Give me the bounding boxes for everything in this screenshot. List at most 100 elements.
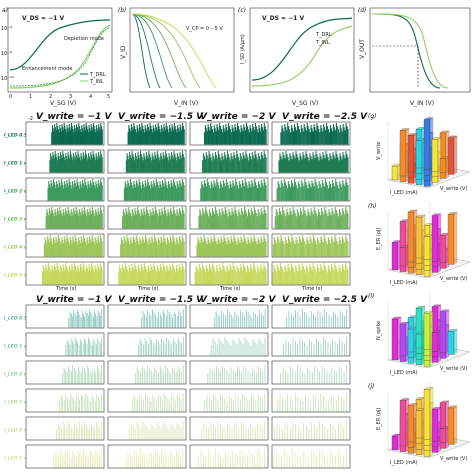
grid-top-spikes-4-0	[43, 235, 103, 257]
grid-bottom-spikes-0-3	[286, 309, 348, 328]
right-panel-3-bar-2-0	[407, 403, 418, 443]
panel-a-xlabel: V_SG (V)	[50, 100, 76, 107]
grid-top-xlabel-1: Time (s)	[137, 286, 158, 292]
right-panels: (g) V_write I_LED (mA) V_write (V) (h) E_ER (…	[368, 112, 471, 466]
right-panel-ylabel-0: V_write (V)	[440, 186, 467, 192]
grid-top-spikes-3-0	[45, 207, 103, 229]
panel-b-label: (b)	[118, 7, 127, 14]
right-panel-1-bar-2-0	[407, 209, 418, 263]
grid-top-spikes-0-2	[203, 123, 267, 145]
right-panel-zlabel-0: V_write	[376, 142, 382, 161]
grid-bottom-spikes-0-2	[213, 309, 266, 328]
grid-top-col-header-2: V_write = −2 V	[200, 112, 276, 122]
grid-bottom-row-label-5: I_LED 5 mA	[4, 456, 33, 462]
panel-c-frame	[249, 7, 355, 93]
grid-top-spikes-1-2	[202, 151, 267, 173]
panel-a-depletion: Depletion mode	[64, 36, 104, 42]
right-panel-1: (h) E_ER (pJ) I_LED (mA) V_write (V)	[368, 202, 471, 286]
grid-bottom-spikes-1-3	[283, 337, 348, 356]
grid-bottom-spikes-2-1	[135, 365, 184, 384]
grid-bottom-spikes-1-0	[65, 337, 102, 356]
panel-b-ylabel: V_ID	[120, 45, 127, 59]
right-panel-2-bar-0-0	[391, 316, 402, 361]
right-panel-ylabel-2: V_write (V)	[440, 366, 467, 372]
grid-top-row-label-1: I_LED 1 mA	[4, 161, 33, 167]
panel-a-ytick-0: 10⁻⁴	[1, 26, 12, 32]
right-panel-3: (j) E_ER (pJ) I_LED (mA) V_write (V)	[368, 382, 471, 466]
panel-c-legend-drl: T_DRL	[315, 32, 332, 38]
right-panel-3-bar-3-3	[439, 426, 450, 444]
right-panel-3-bar-0-0	[391, 433, 402, 451]
grid-bottom-cell-4-0	[25, 416, 105, 441]
grid-top-row-label-0: I_LED 0.5 mA	[4, 133, 37, 139]
grid-top-row-label-3: I_LED 3 mA	[4, 217, 33, 223]
grid-top-xlabel-0: Time (s)	[55, 286, 76, 292]
panel-a-xtick-4: 4	[89, 94, 92, 100]
panel-b: (b) V_CP = 0 – 5 V V_ID V_IN (V)	[118, 7, 235, 107]
grid-top-row-label-2: I_LED 2 mA	[4, 189, 33, 195]
panel-a-frame	[7, 7, 113, 93]
panel-a-xtick-1: 1	[29, 94, 32, 100]
right-panel-ylabel-1: V_write (V)	[440, 276, 467, 282]
grid-bottom-spikes-2-2	[207, 365, 266, 384]
panel-a: a) V_DS = −1 V Depletion mode Enhancemen…	[1, 7, 113, 107]
right-panel-0-bar-0-0	[391, 163, 402, 181]
grid-top-spikes-1-1	[125, 151, 185, 173]
grid-top-row-label-4: I_LED 4 mA	[4, 245, 33, 251]
grid-top-spikes-2-2	[200, 179, 267, 201]
grid-top-spikes-1-3	[278, 151, 349, 173]
panel-a-legend-inl: T_INL	[89, 79, 104, 85]
panel-a-label: a)	[2, 7, 8, 14]
panel-d-xlabel: V_IN (V)	[410, 100, 434, 107]
grid-bottom-cell-0-0	[25, 304, 105, 329]
grid-top-xlabel-2: Time (s)	[219, 286, 240, 292]
right-panel-zlabel-2: N_spike	[376, 321, 382, 340]
grid-bottom-row-label-1: I_LED 1 mA	[4, 344, 33, 350]
right-panel-1-bar-1-0	[399, 245, 410, 267]
grid-top-spikes-5-0	[41, 263, 103, 285]
grid-bottom-spikes-1-1	[138, 337, 184, 356]
grid-bottom-spikes-1-2	[210, 337, 266, 356]
grid-bottom-cell-2-3	[271, 360, 351, 385]
right-panel-ylabel-3: V_write (V)	[440, 456, 467, 462]
grid-top-spikes-3-3	[274, 207, 349, 229]
grid-top-spikes-5-2	[194, 263, 267, 285]
panel-d-label: (d)	[358, 7, 367, 14]
panel-a-xtick-2: 2	[49, 94, 52, 100]
grid-top-spikes-3-1	[121, 207, 185, 229]
panel-d: (d) V_OUT V_IN (V)	[358, 7, 471, 107]
right-panel-0-bar-3-3	[439, 156, 450, 174]
right-panel-0-bar-3-4	[447, 135, 458, 175]
grid-top-col-header-3: V_write = −2.5 V	[282, 112, 368, 122]
grid-bottom-spikes-4-3	[273, 421, 347, 440]
right-panel-0-bar-3-2	[431, 136, 442, 172]
right-panel-3-bar-3-2	[431, 406, 442, 442]
grid-top-col-header-0: V_write = −1 V	[36, 112, 112, 122]
right-panel-label-1: (h)	[368, 203, 376, 210]
grid-bottom-spikes-4-1	[128, 421, 184, 440]
grid-top-spikes-4-1	[120, 235, 185, 257]
panel-a-vds: V_DS = −1 V	[22, 15, 64, 22]
right-panel-3-bar-3-0	[415, 408, 426, 439]
right-panel-2-bar-1-0	[399, 321, 410, 357]
grid-top-corner-label: -2	[28, 116, 33, 122]
grid-top-xlabel-3: Time (s)	[301, 286, 322, 292]
grid-bottom-spikes-3-2	[204, 393, 266, 412]
right-panel-1-bar-3-4	[447, 212, 458, 265]
grid-bottom-col-header-1: V_write = −1.5 V	[118, 295, 204, 305]
panel-a-legend-drl: T_DRL	[89, 72, 106, 78]
right-panel-0-bar-2-0	[407, 133, 418, 173]
grid-top-spikes-0-0	[51, 123, 103, 145]
panel-c-xlabel: V_SG (V)	[292, 100, 318, 107]
right-panel-xlabel-3: I_LED (mA)	[390, 460, 418, 466]
panel-d-frame	[369, 7, 471, 93]
grid-bottom-spikes-3-0	[59, 393, 102, 412]
panel-a-ytick-2: 10⁻¹²	[1, 76, 14, 82]
right-panel-1-bar-0-0	[391, 240, 402, 271]
grid-bottom: V_write = −1 V V_write = −1.5 VV_write = …	[4, 295, 368, 469]
right-panel-2-bar-3-0	[415, 331, 426, 349]
right-panel-1-bar-3-3	[439, 233, 450, 264]
panel-a-ytick-1: 10⁻⁸	[1, 51, 12, 57]
right-panel-label-0: (g)	[368, 113, 377, 120]
grid-top-spikes-2-1	[123, 179, 185, 201]
